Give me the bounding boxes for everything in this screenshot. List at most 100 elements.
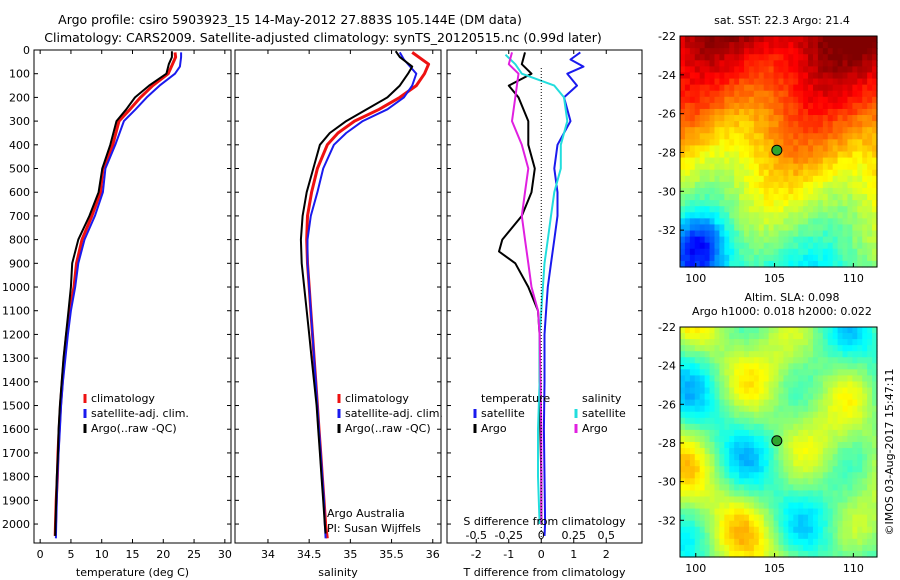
map-cell bbox=[783, 36, 789, 43]
map-cell bbox=[872, 339, 878, 346]
map-cell bbox=[847, 327, 853, 334]
legend-label: satellite bbox=[582, 407, 626, 420]
map-cell bbox=[694, 508, 701, 516]
map-cell bbox=[714, 393, 720, 401]
map-cell bbox=[857, 66, 863, 74]
map-cell bbox=[827, 345, 834, 352]
map-cell bbox=[773, 121, 780, 128]
map-cell bbox=[748, 399, 755, 407]
map-cell bbox=[783, 139, 789, 147]
map-cell bbox=[684, 544, 691, 552]
map-cell bbox=[803, 417, 809, 425]
map-cell bbox=[827, 230, 834, 238]
map-cell bbox=[763, 472, 770, 479]
map-cell bbox=[857, 514, 863, 522]
map-cell bbox=[694, 502, 701, 510]
map-cell bbox=[788, 393, 794, 401]
map-cell bbox=[808, 387, 814, 395]
map-cell bbox=[788, 163, 794, 171]
map-cell bbox=[793, 163, 799, 171]
map-cell bbox=[680, 48, 686, 55]
map-cell bbox=[680, 417, 686, 425]
map-cell bbox=[763, 108, 770, 116]
map-cell bbox=[832, 369, 839, 377]
map-cell bbox=[803, 538, 809, 546]
map-cell bbox=[719, 327, 725, 334]
map-cell bbox=[872, 121, 878, 128]
map-cell bbox=[867, 133, 873, 140]
map-cell bbox=[758, 181, 765, 189]
map-cell bbox=[739, 369, 745, 377]
map-cell bbox=[689, 429, 696, 437]
map-cell bbox=[724, 339, 730, 346]
map-cell bbox=[694, 90, 701, 98]
map-cell bbox=[872, 242, 878, 250]
map-cell bbox=[719, 169, 725, 177]
map-cell bbox=[763, 496, 770, 504]
map-cell bbox=[709, 381, 716, 389]
map-cell bbox=[680, 411, 686, 419]
map-cell bbox=[862, 139, 868, 147]
map-cell bbox=[788, 454, 794, 461]
map-cell bbox=[808, 66, 814, 74]
map-cell bbox=[827, 224, 834, 232]
map-cell bbox=[852, 466, 858, 473]
map-cell bbox=[709, 145, 716, 153]
map-cell bbox=[734, 169, 740, 177]
map-cell bbox=[758, 429, 765, 437]
map-cell bbox=[729, 405, 735, 413]
map-cell bbox=[680, 133, 686, 140]
map-cell bbox=[803, 254, 809, 262]
map-cell bbox=[867, 254, 873, 262]
map-cell bbox=[734, 102, 740, 110]
map-cell bbox=[847, 54, 853, 61]
map-cell bbox=[822, 84, 829, 92]
map-cell bbox=[724, 151, 730, 159]
map-cell bbox=[857, 236, 863, 244]
map-cell bbox=[709, 66, 716, 74]
map-cell bbox=[852, 514, 858, 522]
map-cell bbox=[857, 206, 863, 213]
map-cell bbox=[684, 72, 691, 80]
map-cell bbox=[793, 236, 799, 244]
map-cell bbox=[704, 200, 711, 207]
map-cell bbox=[827, 139, 834, 147]
map-cell bbox=[719, 200, 725, 207]
map-cell bbox=[734, 248, 740, 256]
map-cell bbox=[694, 187, 701, 195]
map-cell bbox=[862, 242, 868, 250]
map-cell bbox=[822, 212, 829, 219]
map-cell bbox=[852, 218, 858, 226]
map-cell bbox=[862, 254, 868, 262]
map-cell bbox=[699, 454, 706, 461]
map-cell bbox=[699, 484, 706, 492]
map-cell bbox=[832, 357, 839, 364]
map-cell bbox=[768, 327, 775, 334]
map-cell bbox=[847, 169, 853, 177]
map-cell bbox=[714, 157, 720, 165]
map-x-tick-label: 105 bbox=[764, 272, 785, 285]
map-cell bbox=[808, 333, 814, 340]
map-cell bbox=[803, 514, 809, 522]
map-cell bbox=[709, 206, 716, 213]
map-cell bbox=[872, 399, 878, 407]
map-cell bbox=[773, 224, 780, 232]
map-cell bbox=[778, 496, 785, 504]
map-cell bbox=[832, 490, 839, 498]
map-cell bbox=[812, 369, 819, 377]
map-cell bbox=[694, 254, 701, 262]
map-cell bbox=[788, 490, 794, 498]
map-cell bbox=[817, 514, 824, 522]
map-cell bbox=[822, 121, 829, 128]
map-cell bbox=[808, 151, 814, 159]
map-cell bbox=[867, 369, 873, 377]
map-cell bbox=[704, 327, 711, 334]
map-cell bbox=[753, 399, 760, 407]
map-cell bbox=[719, 78, 725, 86]
map-cell bbox=[709, 139, 716, 147]
map-cell bbox=[872, 90, 878, 98]
map-cell bbox=[817, 90, 824, 98]
map-cell bbox=[862, 363, 868, 370]
map-cell bbox=[748, 423, 755, 431]
map-cell bbox=[857, 502, 863, 510]
